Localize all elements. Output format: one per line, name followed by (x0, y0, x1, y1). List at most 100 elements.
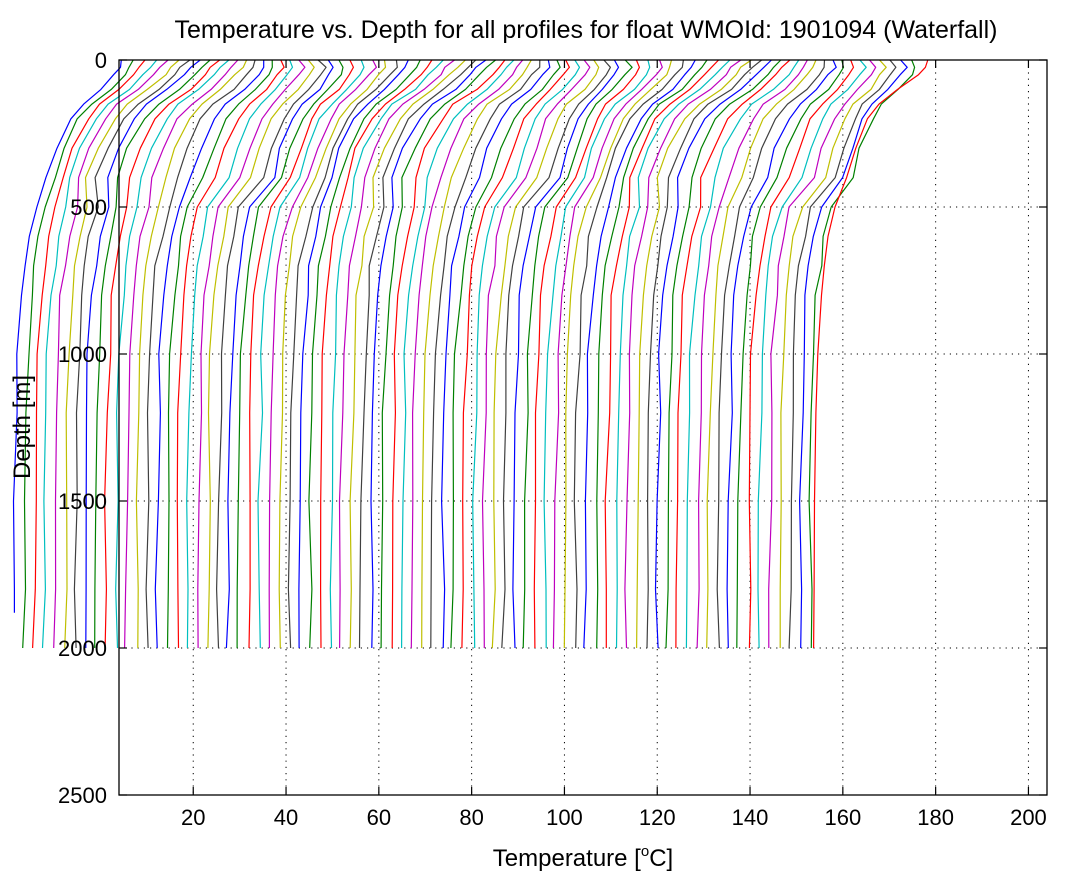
temperature-profile-line (757, 59, 867, 649)
temperature-profile-line (358, 59, 477, 649)
y-axis: 0 500 1000 1500 2000 2500 (58, 48, 1047, 808)
temperature-profile-line (225, 59, 334, 649)
temperature-profile-line (491, 59, 600, 649)
temperature-profile-line (604, 59, 720, 648)
x-axis-label-superscript: o (641, 843, 649, 860)
temperature-profile-line (216, 59, 327, 649)
temperature-profile-line (573, 59, 684, 649)
y-tick-label: 0 (95, 48, 107, 73)
temperature-profile-line (85, 59, 201, 649)
temperature-profile-line (461, 59, 570, 649)
x-tick-label: 200 (1010, 805, 1047, 830)
temperature-profile-line (349, 59, 466, 649)
temperature-profile-line (788, 59, 897, 649)
temperature-profile-line (596, 59, 708, 649)
temperature-profile-line (481, 59, 591, 649)
temperature-profile-line (552, 59, 663, 649)
temperature-profile-line (624, 59, 742, 649)
temperature-profile-line (450, 59, 561, 649)
temperature-profile-line (135, 59, 248, 649)
temperature-profile-line (145, 59, 256, 649)
x-tick-label: 120 (639, 805, 676, 830)
temperature-profile-line (94, 59, 211, 649)
x-tick-label: 160 (824, 805, 861, 830)
temperature-profile-line (41, 59, 158, 649)
y-tick-label: 500 (70, 195, 107, 220)
temperature-profile-line (12, 59, 122, 613)
temperature-profile-line (370, 59, 487, 649)
x-tick-label: 100 (546, 805, 583, 830)
temperature-profile-line (748, 59, 855, 649)
temperature-profile-line (391, 59, 506, 649)
x-axis-label: Temperature [oC] (493, 843, 673, 872)
x-tick-label: 20 (181, 805, 205, 830)
temperature-profile-line (522, 59, 633, 649)
temperature-profile-line (257, 59, 365, 649)
temperature-profile-line (22, 59, 134, 649)
temperature-profile-line (615, 59, 731, 649)
y-tick-label: 1500 (58, 489, 107, 514)
x-tick-label: 180 (917, 805, 954, 830)
temperature-profile-line (675, 59, 791, 649)
temperature-profile-line (410, 59, 524, 649)
temperature-profile-line (533, 59, 640, 649)
temperature-profile-line (706, 59, 817, 649)
temperature-profile-line (441, 59, 551, 649)
temperature-profile-line (64, 59, 180, 649)
temperature-profile-line (308, 59, 421, 649)
temperature-profile-line (512, 59, 620, 649)
temperature-profile-line (176, 59, 285, 649)
temperature-profile-line (421, 59, 532, 649)
x-tick-label: 60 (367, 805, 391, 830)
temperature-profile-line (207, 59, 315, 649)
temperature-profile-line (115, 59, 230, 649)
temperature-profile-line (166, 59, 273, 649)
temperature-profile-line (298, 59, 409, 649)
x-axis: 20 40 60 80 100 120 140 160 180 200 (181, 60, 1047, 830)
y-tick-label: 2500 (58, 783, 107, 808)
temperature-profile-line (543, 59, 651, 649)
x-tick-label: 40 (274, 805, 298, 830)
temperature-profile-line (338, 59, 455, 649)
x-tick-label: 140 (732, 805, 769, 830)
temperature-profile-line (329, 59, 444, 649)
temperature-profile-line (32, 59, 146, 649)
x-tick-label: 80 (459, 805, 483, 830)
temperature-profile-line (197, 59, 306, 649)
temperature-profile-line (665, 59, 782, 649)
temperature-profile-line (736, 59, 845, 649)
temperature-profile-line (696, 59, 808, 649)
temperature-profile-line (808, 59, 916, 649)
temperature-profile-line (278, 59, 387, 649)
temperature-profile-line (583, 59, 696, 649)
temperature-profile-line (563, 59, 673, 649)
temperature-profile-line (268, 59, 377, 649)
chart-title: Temperature vs. Depth for all profiles f… (174, 16, 997, 44)
temperature-profile-line (380, 59, 496, 649)
temperature-profile-line (501, 59, 611, 649)
temperature-profile-line (799, 59, 908, 649)
grid (119, 60, 1047, 795)
temperature-profile-line (186, 59, 294, 649)
temperature-profile-line (685, 59, 800, 649)
temperature-profile-line (813, 59, 929, 649)
temperature-profile-line (726, 59, 837, 649)
temperature-profile-line (716, 59, 826, 649)
series-layer (12, 59, 929, 649)
temperature-profile-line (654, 59, 772, 649)
temperature-profile-line (472, 59, 581, 649)
temperature-profile-line (154, 60, 265, 649)
temperature-profile-line (124, 59, 239, 649)
temperature-profile-line (53, 59, 169, 649)
y-axis-label: Depth [m] (9, 375, 36, 479)
temperature-profile-line (248, 59, 354, 649)
y-tick-label: 1000 (58, 342, 107, 367)
temperature-profile-line (287, 59, 398, 649)
temperature-profile-line (401, 59, 515, 649)
temperature-profile-line (430, 59, 541, 649)
temperature-profile-line (320, 59, 433, 649)
y-tick-label: 2000 (58, 636, 107, 661)
plot-frame (118, 59, 1048, 796)
temperature-profile-line (636, 59, 752, 649)
